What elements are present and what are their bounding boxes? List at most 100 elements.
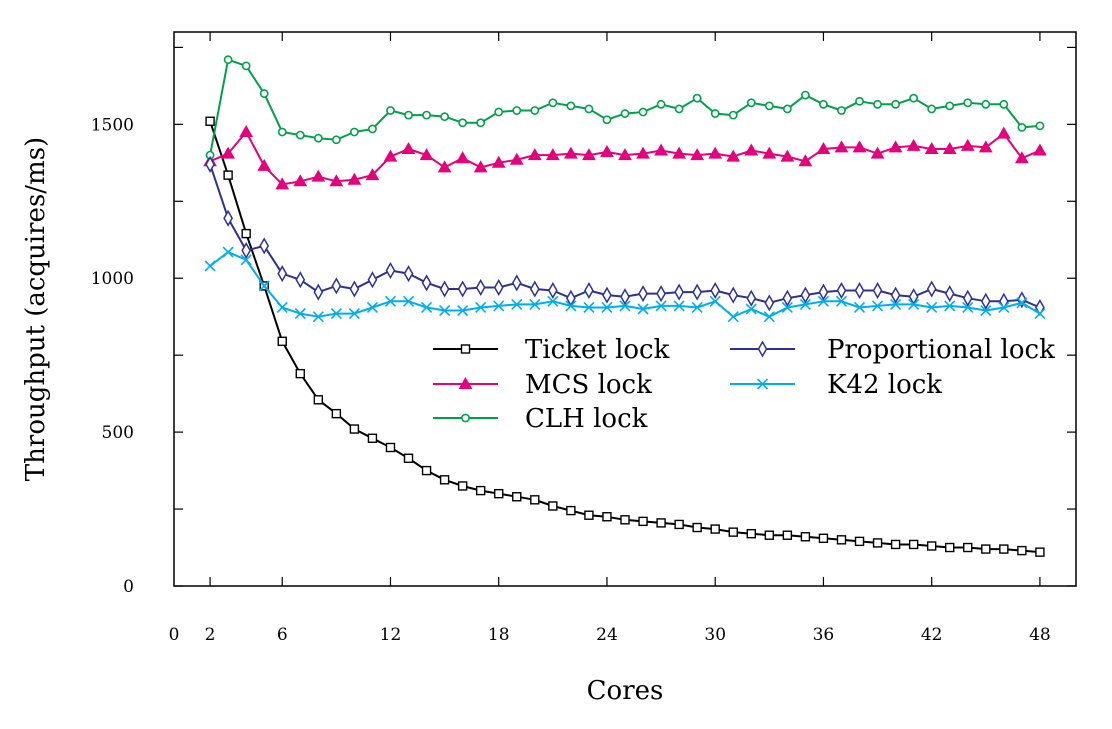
k42-lock-point <box>799 298 811 310</box>
ticket-lock-point <box>331 408 342 419</box>
ticket-lock-point <box>584 510 594 520</box>
x-tick-label: 12 <box>380 625 402 645</box>
legend-item-ticket-lock: Ticket lock <box>433 335 670 365</box>
ticket-lock-point <box>439 475 450 485</box>
ticket-lock-point <box>1017 545 1027 556</box>
mcs-lock-point <box>365 168 380 181</box>
mcs-lock-point <box>960 138 975 151</box>
legend-item-clh-lock: CLH lock <box>433 404 648 434</box>
x-tick-label: 0 <box>169 625 180 645</box>
ticket-lock-point <box>800 532 811 542</box>
proportional-lock-point <box>638 285 648 303</box>
clh-lock-point <box>728 110 738 120</box>
clh-lock-point <box>530 106 540 115</box>
clh-lock-point <box>277 127 287 137</box>
k42-lock-point <box>835 295 848 307</box>
x-tick-label: 6 <box>277 625 288 645</box>
k42-lock-point <box>601 301 613 314</box>
k42-lock-point <box>998 301 1010 314</box>
ticket-lock-point <box>457 481 468 491</box>
k42-lock-point <box>276 301 288 314</box>
y-tick-label: 500 <box>102 423 134 443</box>
mcs-lock-point <box>798 154 813 167</box>
ticket-lock-point <box>872 538 883 548</box>
clh-lock-point <box>819 99 828 109</box>
k42-lock-point <box>727 311 739 323</box>
clh-lock-point <box>891 99 900 109</box>
k42-lock-point <box>439 304 451 317</box>
legend-marker <box>460 344 471 354</box>
legend-label: Proportional lock <box>827 335 1055 365</box>
ticket-lock-point <box>963 542 973 553</box>
x-tick-label: 24 <box>596 625 618 645</box>
clh-lock-point <box>584 104 594 114</box>
series-ticket-lock <box>205 116 1045 557</box>
clh-lock-point <box>440 112 449 122</box>
series-clh-lock <box>205 55 1045 160</box>
k42-lock-point <box>457 304 469 317</box>
clh-lock-point <box>494 107 504 117</box>
mcs-lock-point <box>636 146 650 159</box>
ticket-lock-point <box>692 522 702 533</box>
k42-lock-point <box>420 301 433 314</box>
x-tick-label: 42 <box>921 625 943 645</box>
proportional-lock-point <box>584 282 594 300</box>
clh-lock-point <box>710 109 720 118</box>
ticket-lock-point <box>945 542 955 553</box>
legend-item-mcs-lock: MCS lock <box>433 370 652 400</box>
legend-label: K42 lock <box>827 370 942 400</box>
clh-lock-point <box>692 93 702 103</box>
ticket-lock-point <box>530 495 540 505</box>
mcs-lock-point <box>545 148 560 161</box>
clh-lock-point <box>404 110 413 120</box>
clh-lock-point <box>512 106 522 115</box>
proportional-lock-point <box>493 278 504 296</box>
proportional-lock-point <box>241 242 252 260</box>
mcs-lock-point <box>690 148 705 161</box>
proportional-lock-point <box>223 209 233 227</box>
k42-lock-point <box>619 300 631 312</box>
ticket-lock-point <box>746 528 756 539</box>
clh-lock-point <box>999 99 1009 109</box>
k42-lock-point <box>258 280 270 292</box>
proportional-lock-point <box>1017 291 1027 309</box>
k42-lock-point <box>853 301 866 314</box>
ticket-lock-point <box>710 524 720 534</box>
series-mcs-lock <box>203 125 1047 190</box>
ticket-lock-point <box>854 536 865 547</box>
k42-lock-point <box>817 295 830 307</box>
proportional-lock-point <box>854 282 865 300</box>
k42-lock-point <box>637 303 649 315</box>
ticket-lock-point <box>349 424 360 434</box>
x-tick-label: 36 <box>813 625 835 645</box>
k42-lock-point <box>745 303 757 315</box>
proportional-lock-point <box>764 294 775 312</box>
ticket-lock-point <box>981 544 991 554</box>
mcs-lock-point <box>618 148 632 161</box>
k42-lock-point <box>890 298 902 310</box>
ticket-lock-point <box>620 515 630 525</box>
ticket-lock-point <box>223 170 233 180</box>
mcs-lock-point <box>600 145 614 158</box>
k42-lock-point <box>529 298 541 310</box>
clh-lock-point <box>837 106 846 115</box>
mcs-lock-point <box>726 149 741 162</box>
k42-lock-point <box>763 311 775 323</box>
plot-frame <box>173 31 1077 587</box>
clh-lock-point <box>241 61 251 71</box>
mcs-lock-point <box>564 146 578 159</box>
mcs-lock-point <box>437 160 452 173</box>
mcs-lock-point <box>1033 143 1047 156</box>
mcs-lock-point <box>401 141 416 154</box>
proportional-lock-point <box>602 286 612 304</box>
k42-lock-point <box>312 311 324 323</box>
k42-lock-point <box>709 295 721 307</box>
series-proportional-lock <box>205 155 1045 316</box>
mcs-lock-point <box>311 169 326 182</box>
mcs-lock-point <box>888 140 903 153</box>
proportional-lock-point <box>692 283 703 301</box>
clh-lock-point <box>259 89 269 98</box>
mcs-lock-point <box>834 140 849 153</box>
x-axis-title: Cores <box>587 676 664 706</box>
clh-lock-point <box>674 104 684 114</box>
